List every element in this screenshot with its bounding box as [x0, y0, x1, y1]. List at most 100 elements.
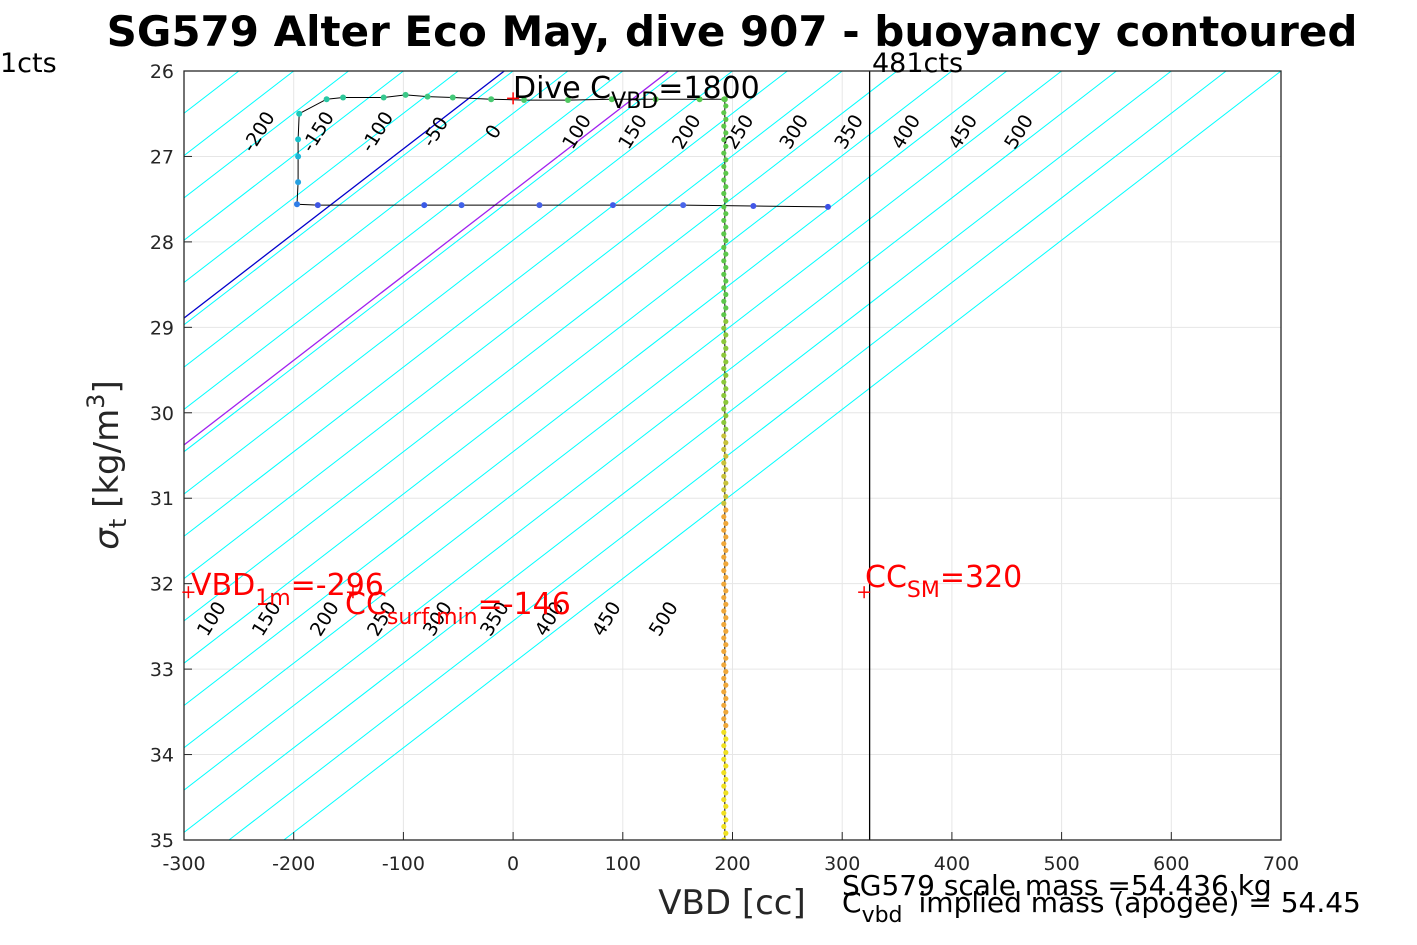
profile-point — [721, 648, 727, 655]
profile-point — [293, 201, 300, 208]
profile-point — [721, 123, 727, 129]
y-tick-label: 31 — [150, 488, 174, 510]
vbd-1m-label: VBD1m=-296 — [191, 568, 384, 611]
profile-point — [723, 413, 729, 419]
contour-line — [184, 71, 678, 453]
profile-point — [721, 541, 727, 547]
profile-point — [721, 554, 727, 560]
profile-point — [723, 103, 729, 109]
profile-point — [323, 96, 330, 103]
profile-point — [721, 150, 727, 156]
profile-point — [721, 271, 727, 277]
profile-point — [824, 203, 831, 210]
profile-point — [564, 97, 571, 104]
profile-point — [723, 466, 729, 473]
profile-point — [458, 202, 465, 209]
y-axis-label: σt [kg/m3] — [82, 380, 132, 549]
contour-line — [184, 71, 404, 241]
y-tick-label: 26 — [150, 61, 174, 83]
profile-point — [723, 426, 729, 432]
y-tick-label: 35 — [150, 830, 174, 852]
profile-point — [723, 116, 729, 123]
y-tick-label: 32 — [150, 574, 174, 596]
profile-point — [721, 514, 727, 520]
profile-point — [723, 749, 729, 756]
profile-point — [723, 507, 729, 513]
profile-point — [721, 756, 727, 762]
x-tick-label: -200 — [272, 853, 315, 875]
profile-point — [721, 823, 727, 830]
profile-point — [723, 345, 729, 351]
profile-point — [723, 251, 729, 257]
profile-point — [723, 561, 729, 567]
profile-point — [421, 202, 428, 209]
profile-point — [449, 94, 456, 101]
x-tick-label: 300 — [824, 853, 860, 875]
profile-point — [723, 803, 729, 809]
profile-point — [721, 621, 727, 628]
implied-mass-label: Cvbd implied mass (apogee) = 54.45 — [842, 886, 1361, 928]
profile-point — [721, 190, 727, 197]
contour-line — [0, 71, 74, 840]
profile-point — [721, 312, 727, 318]
contour-line — [184, 71, 514, 326]
profile-point — [721, 729, 727, 735]
profile-point — [723, 264, 729, 271]
profile-point — [723, 170, 729, 176]
profile-point — [723, 534, 729, 540]
x-tick-label: 200 — [714, 853, 750, 875]
profile-point — [721, 96, 727, 102]
contour-line — [184, 71, 1062, 749]
profile-point — [295, 136, 302, 143]
y-tick-label: 34 — [150, 745, 174, 767]
profile-point — [721, 177, 727, 183]
profile-point — [721, 689, 727, 695]
profile-point — [721, 702, 727, 708]
profile-point — [723, 372, 729, 378]
profile-point — [721, 487, 727, 493]
contour-line — [0, 71, 19, 840]
x-tick-label: -300 — [162, 853, 205, 875]
profile-point — [609, 202, 616, 209]
profile-point — [536, 202, 543, 209]
contour-line — [184, 71, 898, 622]
profile-point — [721, 244, 727, 250]
profile-point — [721, 217, 727, 224]
profile-point — [721, 379, 727, 385]
profile-point — [723, 682, 729, 688]
profile-point — [721, 446, 727, 452]
profile-point — [723, 574, 729, 580]
profile-point — [721, 635, 727, 641]
profile-point — [723, 157, 729, 163]
profile-point — [723, 399, 729, 405]
profile-point — [723, 615, 729, 621]
y-ticks: 26 27 28 29 30 31 32 33 34 35 — [150, 61, 192, 852]
y-tick-label: 28 — [150, 232, 174, 254]
profile-point — [723, 817, 729, 823]
profile-point — [721, 339, 727, 345]
left-cts-label: 1cts — [0, 48, 57, 79]
profile-trace — [296, 94, 828, 208]
x-tick-label: -100 — [382, 853, 425, 875]
profile-point — [721, 204, 727, 210]
chart-title: SG579 Alter Eco May, dive 907 - buoyancy… — [107, 7, 1358, 56]
profile-point — [723, 359, 729, 365]
profile-point — [723, 480, 729, 486]
x-ticks: -300 -200 -100 0 100 200 300 400 500 600 700 — [162, 832, 1299, 875]
profile-point — [723, 211, 729, 217]
contour-line — [184, 71, 1172, 834]
profile-point — [721, 392, 727, 399]
profile-point — [402, 91, 409, 98]
profile-point — [723, 628, 729, 634]
profile-point — [723, 278, 729, 284]
profile-point — [721, 594, 727, 601]
profile-point — [721, 500, 727, 506]
profile-point — [295, 179, 302, 186]
profile-point — [721, 796, 727, 803]
profile-point — [721, 110, 727, 116]
profile-point — [723, 722, 729, 729]
x-axis-label: VBD [cc] — [658, 883, 806, 923]
profile-point — [723, 520, 729, 527]
dive-profile — [293, 91, 831, 840]
